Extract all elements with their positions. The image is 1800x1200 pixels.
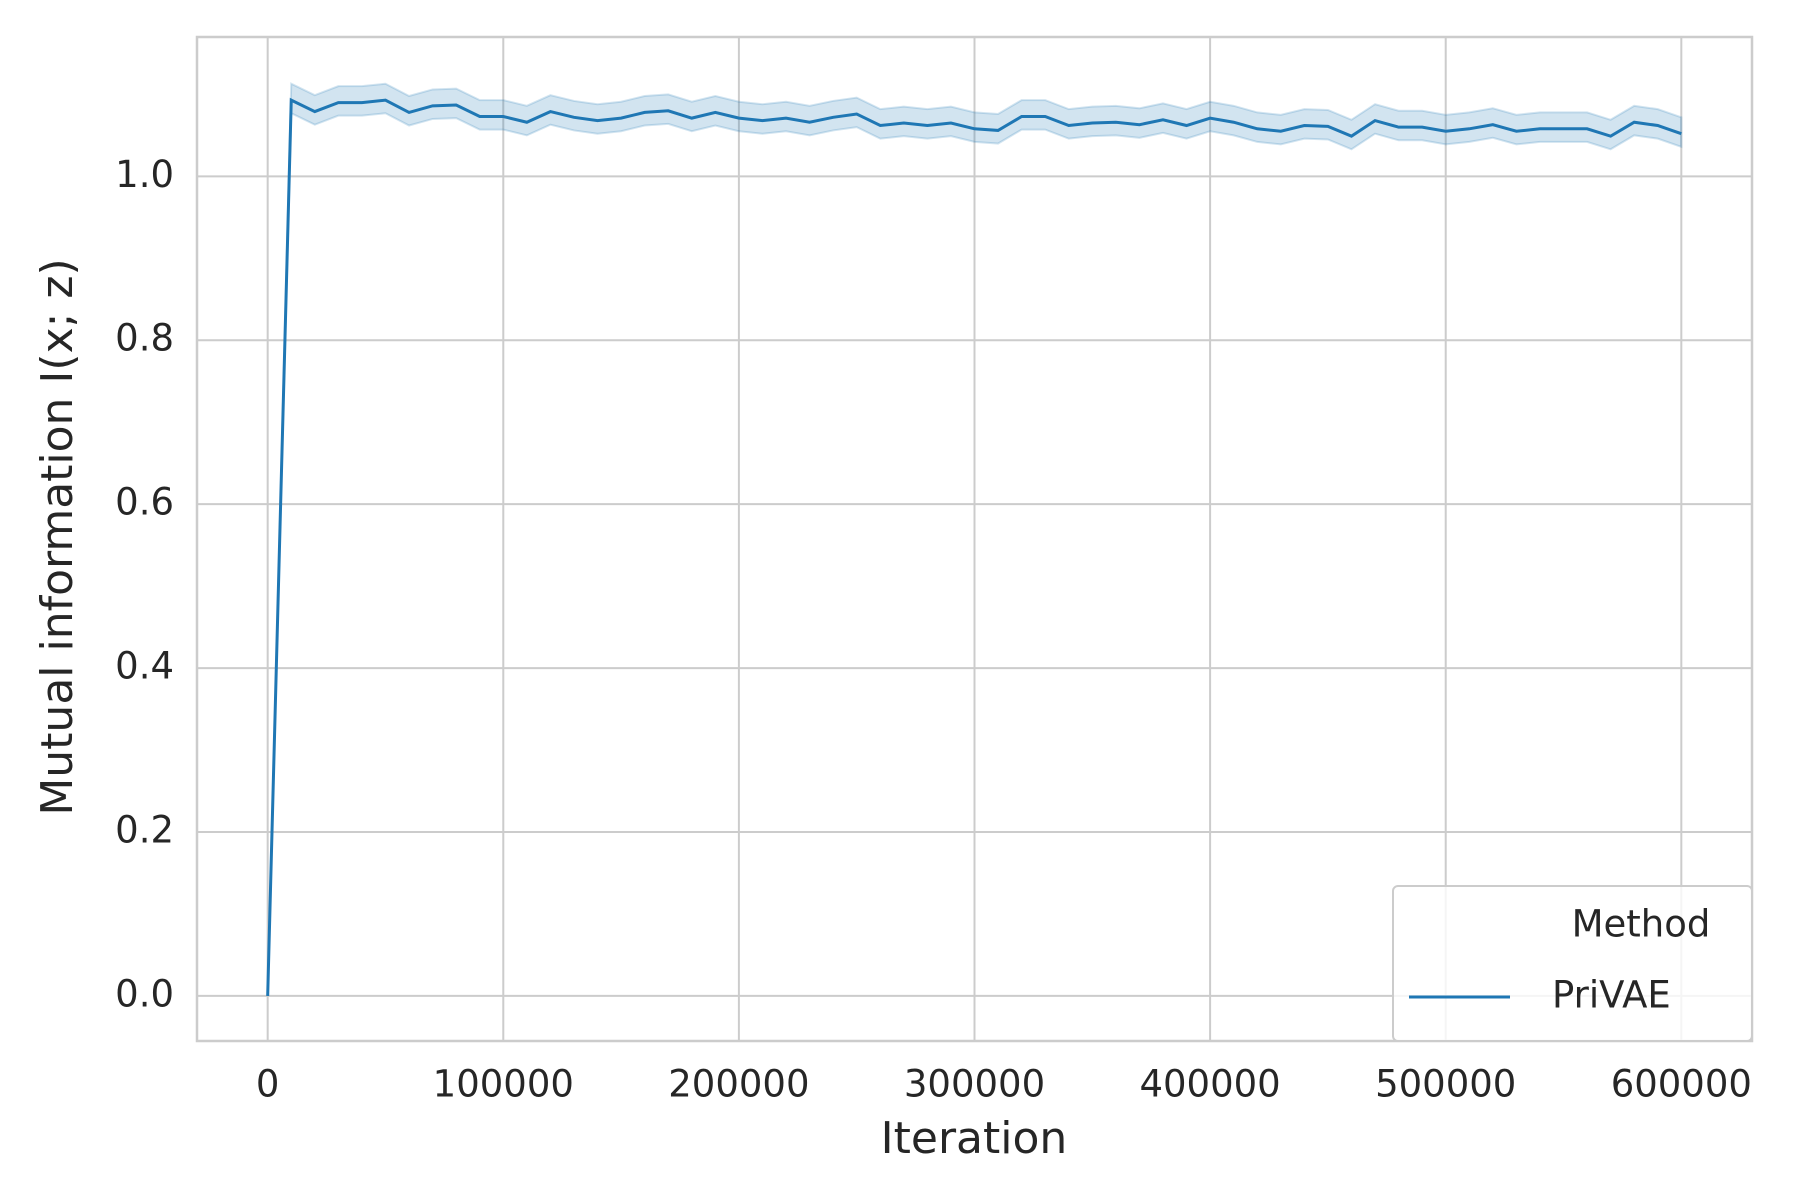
legend-label: PriVAE <box>1552 974 1671 1017</box>
y-tick-label: 0.0 <box>115 972 174 1015</box>
x-tick-label: 300000 <box>904 1063 1045 1106</box>
x-tick-label: 100000 <box>433 1063 574 1106</box>
x-tick-label: 600000 <box>1611 1063 1752 1106</box>
y-tick-label: 0.6 <box>115 481 174 524</box>
x-tick-label: 200000 <box>668 1063 809 1106</box>
y-tick-label: 1.0 <box>115 153 174 196</box>
legend-box <box>1392 885 1753 1042</box>
x-tick-label: 500000 <box>1375 1063 1516 1106</box>
plot-frame <box>195 35 1754 1043</box>
y-tick-label: 0.8 <box>115 317 174 360</box>
y-tick-label: 0.4 <box>115 645 174 688</box>
x-axis-label: Iteration <box>881 1113 1068 1164</box>
confidence-band <box>266 82 1683 996</box>
x-tick-label: 400000 <box>1139 1063 1280 1106</box>
legend-title: Method <box>1572 903 1711 946</box>
y-axis-label: Mutual information I(x; z) <box>32 258 83 815</box>
x-tick-label: 0 <box>256 1063 280 1106</box>
line <box>266 97 1682 996</box>
y-tick-label: 0.2 <box>115 809 174 852</box>
